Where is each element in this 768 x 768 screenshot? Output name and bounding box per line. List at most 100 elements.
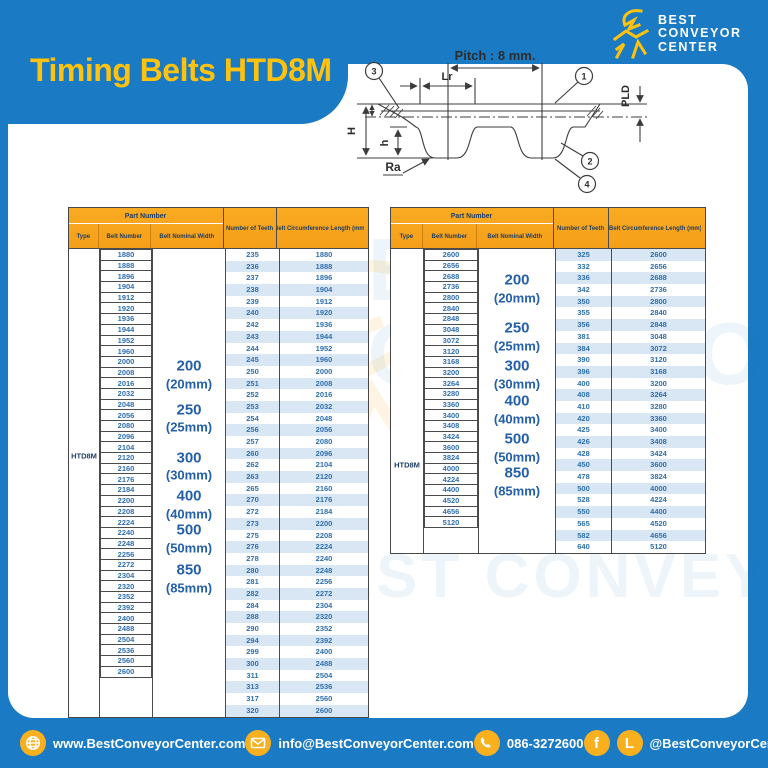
svg-text:2: 2 (587, 157, 592, 167)
table-body: HTD8M 2600 2656 2688 2736 2800 2840 2848 3048 307… (391, 248, 705, 554)
teeth-cell: 640 (577, 542, 590, 552)
social-item[interactable]: f L @BestConveyorCenter (583, 730, 768, 756)
length-cell: 1920 (280, 307, 368, 320)
length-cell: 2688 (612, 272, 705, 285)
table-body: HTD8M 1880 1888 1896 1904 1912 1920 1936 1944 195… (69, 248, 368, 717)
page-title: Timing Belts HTD8M (30, 52, 332, 88)
width-group-label: 250 (25mm) (165, 401, 213, 435)
length-cell: 2320 (280, 611, 368, 623)
length-cell: 4520 (650, 518, 667, 528)
length-cell: 3600 (612, 459, 705, 472)
length-cell: 1952 (315, 343, 333, 353)
facebook-icon[interactable]: f (583, 730, 610, 756)
type-label: HTD8M (71, 451, 97, 461)
hatch-right (586, 105, 604, 120)
teeth-cell: 300 (226, 658, 279, 670)
length-cell: 2176 (280, 494, 368, 507)
height-label: H (346, 127, 358, 135)
teeth-cell: 282 (226, 587, 279, 600)
belt-tooth-profile (377, 103, 601, 159)
type-label: HTD8M (394, 460, 420, 470)
length-cell: 2840 (650, 308, 667, 318)
length-cell: 2392 (280, 634, 368, 647)
length-cell: 2536 (280, 681, 368, 694)
length-cell: 3200 (650, 378, 667, 388)
length-cell: 3048 (650, 331, 667, 341)
length-cell: 2160 (315, 483, 333, 493)
teeth-cell: 428 (577, 448, 590, 458)
email-item[interactable]: info@BestConveyorCenter.com (245, 730, 474, 756)
teeth-cell: 253 (226, 400, 279, 413)
length-cell: 2048 (315, 413, 333, 423)
teeth-cell: 257 (246, 437, 259, 446)
website-text: www.BestConveyorCenter.com (53, 735, 246, 751)
teeth-cell: 550 (556, 506, 611, 518)
teeth-cell: 238 (226, 284, 279, 296)
header-type: Type (391, 224, 423, 248)
length-cell: 3360 (612, 412, 705, 425)
belt-number-column: 2600 2656 2688 2736 2800 2840 2848 3048 3072 3120… (423, 249, 478, 554)
length-cell: 3280 (650, 401, 667, 411)
teeth-cell: 276 (226, 541, 279, 553)
teeth-cell: 408 (556, 389, 611, 401)
teeth-column: 325 332 336 342 350 355 356 381 384 390 396 400 408 4… (555, 249, 611, 554)
length-cell: 2600 (280, 704, 368, 717)
width-group-label: 400 (40mm) (165, 487, 213, 522)
teeth-cell: 250 (246, 366, 259, 376)
teeth-cell: 311 (246, 670, 259, 680)
length-cell: 3072 (612, 342, 705, 355)
teeth-cell: 242 (246, 320, 259, 330)
phone-text: 086-3272600 (506, 735, 584, 751)
teeth-cell: 342 (577, 285, 590, 295)
length-cell: 2240 (315, 553, 333, 563)
line-icon[interactable]: L (616, 730, 643, 756)
length-cell: 2504 (315, 670, 333, 680)
teeth-cell: 272 (246, 507, 259, 517)
length-cell: 2104 (315, 460, 333, 470)
teeth-cell: 410 (577, 401, 590, 411)
length-cell: 4400 (612, 506, 705, 518)
teeth-cell: 280 (226, 564, 279, 577)
header-belt-nominal-width: Belt Nominal Width (487, 232, 543, 240)
callout-3 (364, 61, 384, 81)
contact-footer: www.BestConveyorCenter.com info@BestConv… (0, 718, 768, 768)
length-cell: 2736 (650, 285, 667, 295)
spec-table-left: Part Number Type Belt Number Belt Nomina… (68, 207, 369, 718)
header-belt-circumference: Belt Circumference Length (mm) (608, 208, 701, 248)
header-belt-circumference: Belt Circumference Length (mm) (276, 208, 364, 248)
website-item[interactable]: www.BestConveyorCenter.com (20, 730, 245, 756)
teeth-cell: 426 (556, 436, 611, 448)
length-cell: 1904 (280, 284, 368, 296)
length-cell: 3400 (650, 425, 667, 435)
length-cell: 2400 (315, 647, 333, 657)
lr-label: Lr (442, 71, 454, 83)
table-header: Part Number Type Belt Number Belt Nomina… (391, 208, 705, 248)
length-cell: 3408 (612, 436, 705, 448)
width-group-label: 200 (20mm) (493, 271, 541, 306)
phone-item[interactable]: 086-3272600 (473, 730, 584, 756)
circumference-column: 1880 1888 1896 1904 1912 1920 1936 1944 1952 1960… (279, 249, 368, 717)
teeth-cell: 252 (246, 390, 259, 400)
teeth-cell: 237 (246, 273, 259, 283)
teeth-cell: 500 (556, 482, 611, 495)
length-cell: 2016 (315, 390, 333, 400)
logo-text: BEST CONVEYOR CENTER (658, 13, 742, 54)
length-cell: 1888 (280, 260, 368, 273)
teeth-cell: 336 (556, 272, 611, 285)
teeth-cell: 356 (556, 319, 611, 331)
spec-table-right: Part Number Type Belt Number Belt Nomina… (390, 207, 706, 555)
teeth-cell: 260 (226, 447, 279, 460)
nominal-width-column: 200 (20mm) 250 (25mm) 300 (30mm) 400 (40mm) 500(… (152, 249, 225, 717)
teeth-cell: 332 (577, 261, 590, 271)
width-group-label: 500 (50mm) (165, 521, 213, 556)
nominal-width-column: 200 (20mm) 250 (25mm) 300 (30mm) 400 (40mm) 500(… (478, 249, 555, 554)
globe-icon (20, 730, 46, 756)
width-group-label: 200 (20mm) (165, 357, 213, 392)
teeth-cell: 273 (226, 517, 279, 530)
width-group-label: 850 (85mm) (165, 561, 213, 596)
width-group-label: 300 (30mm) (493, 357, 541, 392)
teeth-cell: 425 (577, 425, 590, 435)
width-group-label: 400 (40mm) (493, 392, 541, 427)
teeth-cell: 528 (577, 495, 590, 505)
